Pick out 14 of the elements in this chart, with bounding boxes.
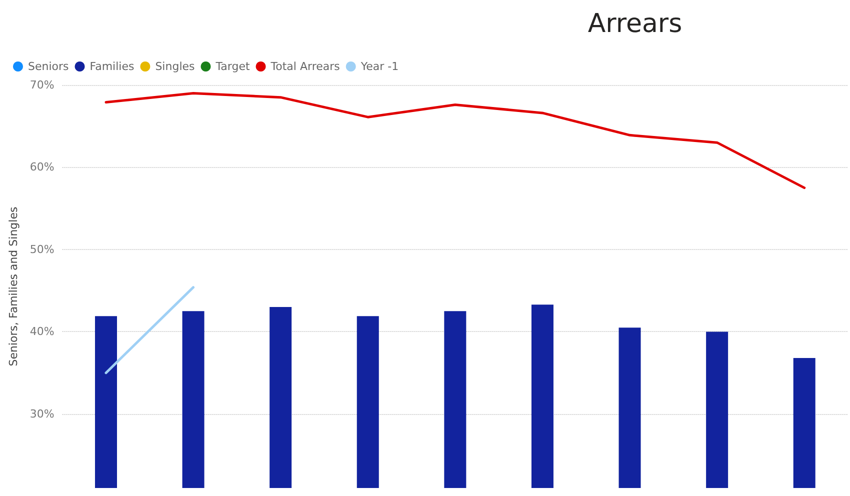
chart-title: Arrears (588, 9, 682, 39)
legend-label: Families (90, 60, 134, 73)
y-tick-label: 70% (30, 78, 54, 92)
y-axis-title: Seniors, Families and Singles (7, 206, 20, 366)
y-tick-label: 50% (30, 242, 54, 256)
legend-label: Seniors (28, 60, 70, 73)
y-tick-label: 40% (30, 325, 54, 338)
legend-label: Target (214, 60, 250, 73)
y-tick-label: 30% (30, 407, 54, 420)
line-series (104, 92, 806, 190)
legend-label: Year -1 (360, 60, 399, 73)
y-tick-label: 60% (30, 160, 54, 174)
legend-label: Singles (155, 60, 196, 73)
legend-label: Total Arrears (270, 60, 340, 73)
